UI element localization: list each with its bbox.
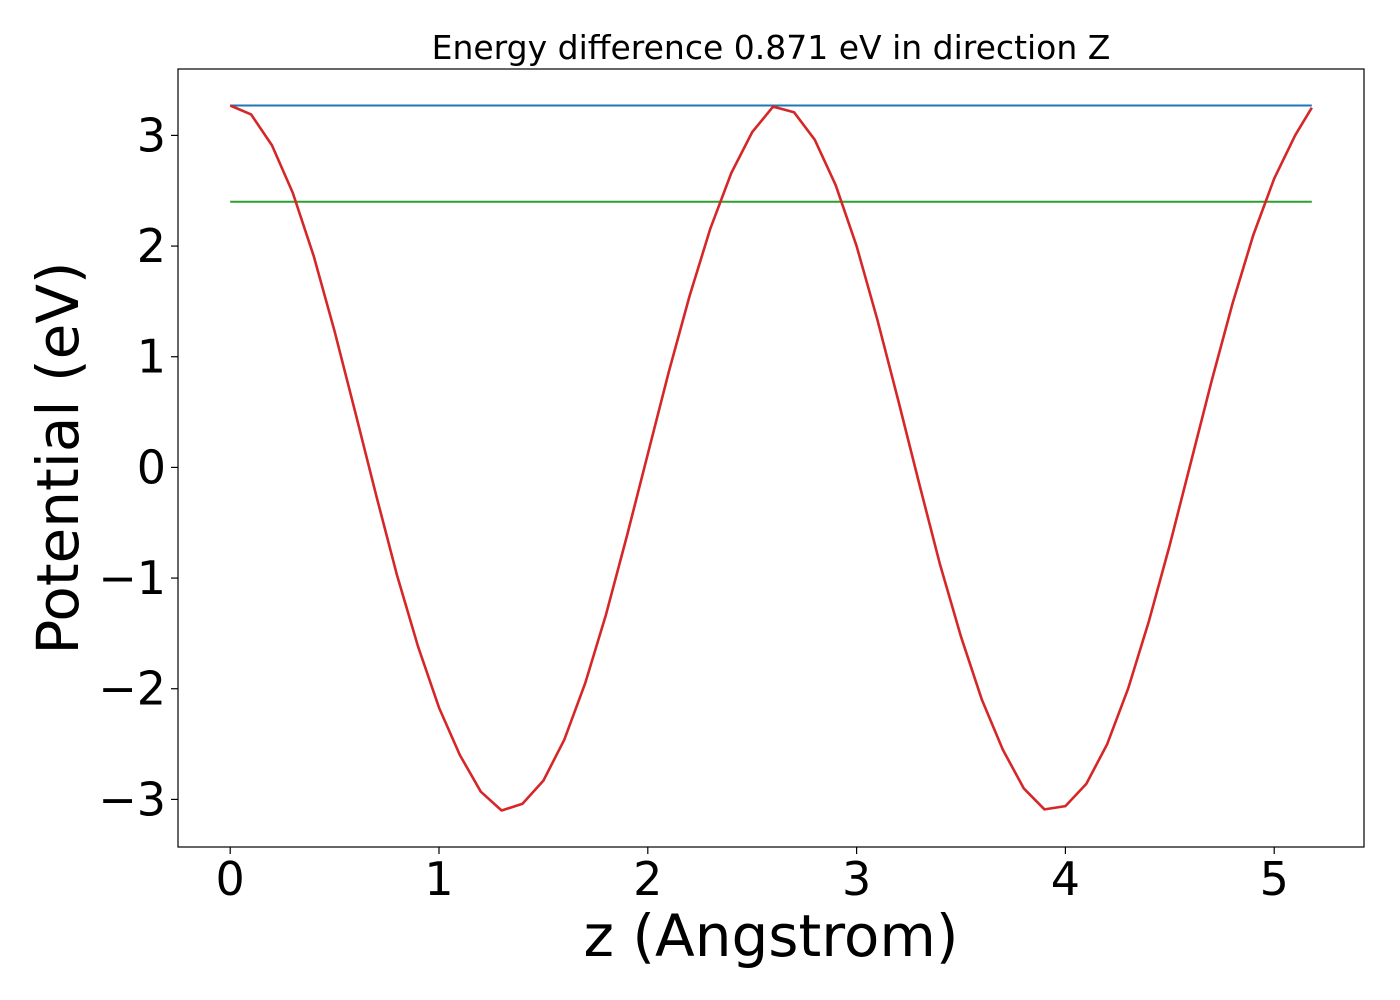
plot-frame [177,68,1365,848]
x-tick-label: 5 [1260,852,1289,906]
y-tick-label: 1 [137,330,166,384]
x-tick-label: 1 [424,852,453,906]
y-axis-label: Potential (eV) [24,261,92,654]
series-line-2 [229,104,1313,812]
y-tick-label: 3 [137,108,166,162]
x-tick-label: 3 [842,852,871,906]
y-tick-label: −2 [98,662,166,716]
x-tick-label: 4 [1051,852,1080,906]
x-tick-label: 2 [633,852,662,906]
y-tick-label: 0 [137,440,166,494]
y-tick-label: −1 [98,551,166,605]
x-axis-label: z (Angstrom) [584,902,959,970]
x-tick-label: 0 [216,852,245,906]
y-axis-ticks: −3 −2 −1 0 1 2 3 [98,108,178,826]
y-tick-label: 2 [137,219,166,273]
chart-title: Energy difference 0.871 eV in direction … [432,28,1111,67]
x-axis-ticks: 0 1 2 3 4 5 [216,847,1289,906]
y-tick-label: −3 [98,772,166,826]
plot-lines [229,104,1313,812]
